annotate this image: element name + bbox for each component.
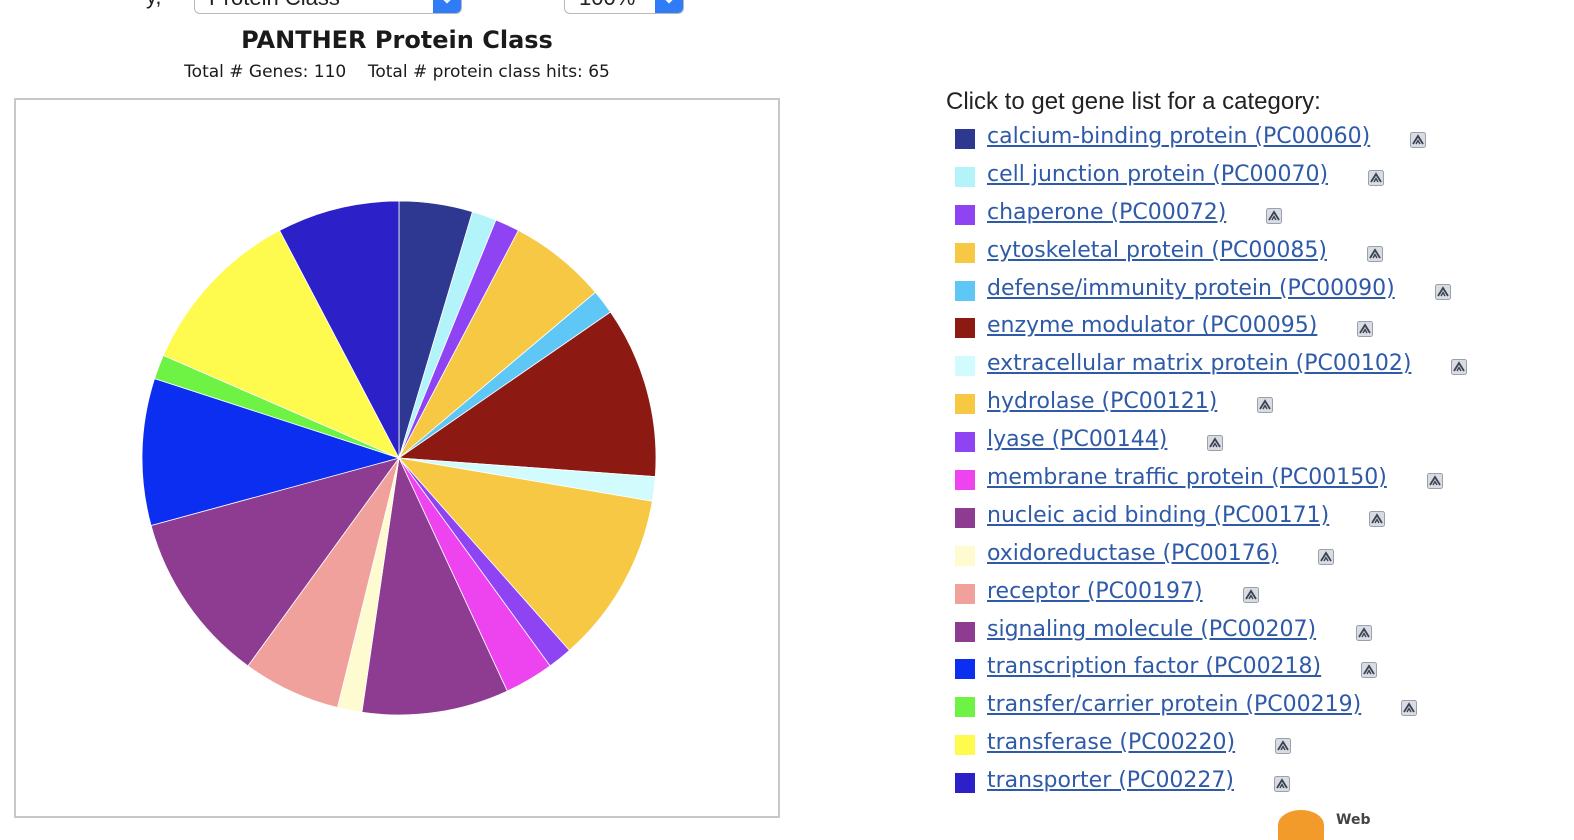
hierarchy-tree-icon[interactable] [1318, 548, 1335, 565]
hierarchy-tree-icon[interactable] [1367, 245, 1383, 262]
legend-swatch [955, 356, 975, 377]
category-link[interactable]: nucleic acid binding (PC00171) [987, 502, 1330, 528]
legend-item: cell junction protein (PC00070) [955, 160, 1555, 198]
chevron-down-icon[interactable] [655, 0, 683, 13]
category-link[interactable]: transcription factor (PC00218) [987, 654, 1322, 680]
legend-item: defense/immunity protein (PC00090) [955, 274, 1555, 312]
category-link[interactable]: extracellular matrix protein (PC00102) [987, 351, 1412, 377]
chevron-down-icon[interactable] [433, 0, 461, 13]
legend-item: oxidoreductase (PC00176) [955, 539, 1555, 577]
pie-slice[interactable] [162, 229, 400, 459]
legend-swatch [955, 773, 975, 794]
legend-item: receptor (PC00197) [955, 577, 1555, 615]
legend-swatch [955, 166, 975, 187]
hierarchy-tree-icon[interactable] [1369, 510, 1386, 527]
legend-item: membrane traffic protein (PC00150) [955, 463, 1555, 501]
pie-slice[interactable] [141, 378, 401, 527]
pie-chart-frame [14, 98, 780, 818]
legend-swatch [955, 280, 975, 301]
legend-heading: Click to get gene list for a category: [946, 88, 1321, 115]
legend: calcium-binding protein (PC00060) cell ju… [955, 122, 1555, 804]
legend-swatch [955, 621, 975, 642]
hierarchy-tree-icon[interactable] [1275, 738, 1292, 755]
zoom-select-value: 100% [579, 0, 635, 11]
pie-slice[interactable] [361, 456, 508, 716]
pie-slice[interactable] [279, 200, 400, 459]
hierarchy-tree-icon[interactable] [1242, 586, 1259, 603]
hierarchy-tree-icon[interactable] [1401, 700, 1418, 717]
legend-swatch [955, 659, 975, 680]
pie-slice[interactable] [397, 311, 657, 478]
category-link[interactable]: signaling molecule (PC00207) [987, 616, 1317, 642]
chart-title: PANTHER Protein Class [241, 26, 553, 54]
legend-item: transcription factor (PC00218) [955, 652, 1555, 690]
zoom-select[interactable]: 100% [564, 0, 684, 14]
category-link[interactable]: chaperone (PC00072) [987, 199, 1227, 225]
legend-item: lyase (PC00144) [955, 425, 1555, 463]
category-link[interactable]: membrane traffic protein (PC00150) [987, 465, 1387, 491]
category-link[interactable]: enzyme modulator (PC00095) [987, 313, 1318, 339]
footer-text: Web [1336, 812, 1371, 828]
legend-item: cytoskeletal protein (PC00085) [955, 236, 1555, 274]
category-link[interactable]: lyase (PC00144) [987, 427, 1168, 453]
legend-item: transfer/carrier protein (PC00219) [955, 690, 1555, 728]
legend-swatch [955, 507, 975, 528]
pie-slice[interactable] [397, 457, 653, 651]
category-link[interactable]: hydrolase (PC00121) [987, 389, 1218, 415]
category-link[interactable]: transferase (PC00220) [987, 730, 1236, 756]
hierarchy-tree-icon[interactable] [1451, 359, 1468, 376]
legend-swatch [955, 242, 975, 263]
hierarchy-tree-icon[interactable] [1357, 321, 1374, 338]
category-link[interactable]: calcium-binding protein (PC00060) [987, 124, 1371, 149]
legend-swatch [955, 735, 975, 756]
category-link[interactable]: defense/immunity protein (PC00090) [987, 275, 1395, 301]
hierarchy-tree-icon[interactable] [1434, 283, 1451, 300]
chart-subtitle: Total # Genes: 110 Total # protein class… [184, 62, 610, 82]
category-link[interactable]: receptor (PC00197) [987, 578, 1203, 604]
category-link[interactable]: transporter (PC00227) [987, 768, 1235, 794]
hierarchy-tree-icon[interactable] [1257, 397, 1274, 414]
legend-item: signaling molecule (PC00207) [955, 615, 1555, 653]
category-link[interactable]: transfer/carrier protein (PC00219) [987, 692, 1362, 718]
hierarchy-tree-icon[interactable] [1361, 662, 1378, 679]
legend-item: calcium-binding protein (PC00060) [955, 122, 1555, 160]
hierarchy-tree-icon[interactable] [1356, 624, 1373, 641]
hierarchy-tree-icon[interactable] [1266, 207, 1283, 224]
category-select[interactable]: Protein Class [194, 0, 462, 14]
hierarchy-tree-icon[interactable] [1274, 776, 1291, 793]
legend-swatch [955, 545, 975, 566]
category-link[interactable]: oxidoreductase (PC00176) [987, 540, 1279, 566]
legend-item: extracellular matrix protein (PC00102) [955, 349, 1555, 387]
legend-swatch [955, 697, 975, 718]
legend-swatch [955, 129, 975, 149]
logo-icon [1278, 810, 1324, 840]
legend-item: enzyme modulator (PC00095) [955, 311, 1555, 349]
pie-slice[interactable] [150, 457, 400, 667]
pie-chart [141, 200, 657, 716]
legend-item: hydrolase (PC00121) [955, 387, 1555, 425]
legend-item: transferase (PC00220) [955, 728, 1555, 766]
hierarchy-tree-icon[interactable] [1426, 473, 1443, 490]
legend-swatch [955, 318, 975, 339]
category-link[interactable]: cytoskeletal protein (PC00085) [987, 237, 1327, 263]
hierarchy-tree-icon[interactable] [1368, 169, 1385, 186]
legend-item: nucleic acid binding (PC00171) [955, 501, 1555, 539]
legend-swatch [955, 394, 975, 415]
legend-swatch [955, 470, 975, 491]
category-link[interactable]: cell junction protein (PC00070) [987, 161, 1329, 187]
legend-item: chaperone (PC00072) [955, 198, 1555, 236]
hierarchy-tree-icon[interactable] [1410, 132, 1427, 148]
category-select-value: Protein Class [209, 0, 340, 11]
legend-swatch [955, 583, 975, 604]
legend-swatch [955, 432, 975, 453]
hierarchy-tree-icon[interactable] [1207, 435, 1224, 452]
legend-swatch [955, 204, 975, 225]
legend-item: transporter (PC00227) [955, 766, 1555, 804]
